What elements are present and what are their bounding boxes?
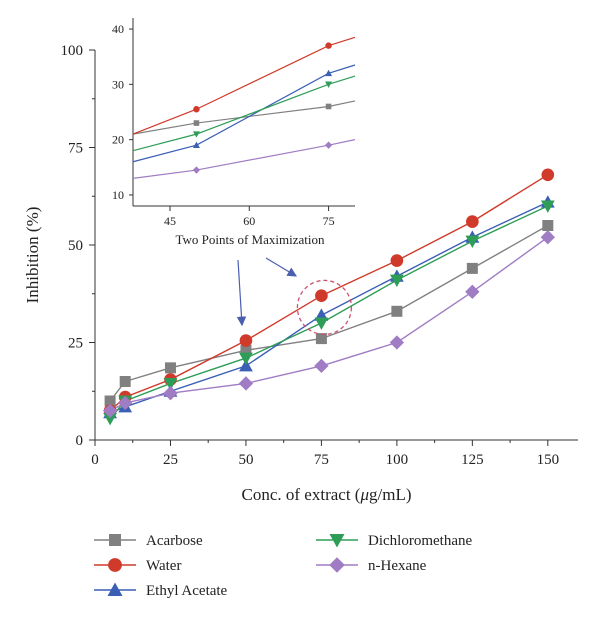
highlight-circle [296, 279, 353, 336]
arrow-to-50 [236, 259, 247, 327]
inset-title: Two Points of Maximization [176, 232, 325, 247]
x-tick-label: 50 [238, 452, 253, 468]
legend-label: Acarbose [146, 533, 203, 549]
inset-data-point-acarbose [193, 120, 200, 126]
x-tick-label: 25 [163, 452, 178, 468]
inset-series-line-dichloromethane [132, 75, 356, 152]
series-line-dichloromethane [109, 205, 549, 420]
y-tick-label: 0 [76, 433, 84, 449]
data-point-water [390, 254, 404, 267]
data-point-dichloromethane [314, 317, 329, 330]
inset-data-point-dichloromethane [325, 81, 333, 88]
y-tick-label: 50 [68, 238, 83, 254]
data-point-acarbose [119, 376, 131, 387]
data-point-n-hexane [465, 284, 480, 299]
x-axis-label: Conc. of extract (μg/mL) [242, 485, 412, 504]
y-tick-label: 100 [61, 43, 84, 59]
inset-data-point-acarbose [325, 103, 332, 110]
data-point-n-hexane [389, 335, 405, 350]
inset-series-line-n-hexane [132, 139, 356, 179]
inset-plot: 45 60 75 10 20 30 40 Two Points of Maximization [112, 18, 356, 247]
data-point-n-hexane [102, 403, 118, 418]
data-point-dichloromethane [239, 352, 253, 365]
annotation-arrows [236, 257, 298, 327]
legend-marker [329, 534, 345, 548]
inset-data-point-water [325, 42, 332, 49]
data-point-acarbose [542, 220, 554, 231]
data-point-acarbose [466, 262, 478, 274]
arrow-to-75 [265, 257, 298, 277]
data-point-n-hexane [118, 395, 133, 411]
legend-item-acarbose: Acarbose [94, 533, 203, 549]
legend-marker [109, 534, 121, 546]
legend-marker [107, 582, 123, 596]
main-plot: 0 25 50 75 100 125 150 0 25 50 75 100 Conc. of extra… [23, 43, 578, 504]
data-point-dichloromethane [163, 377, 178, 391]
inset-y-tick-label: 20 [112, 133, 124, 147]
y-tick-label: 75 [68, 141, 83, 157]
inset-x-tick-label: 60 [243, 214, 255, 228]
inset-y-tick-label: 10 [112, 188, 124, 202]
inset-data-point-dichloromethane [192, 131, 200, 138]
data-point-n-hexane [314, 358, 329, 374]
x-tick-label: 0 [91, 452, 99, 468]
data-point-ethyl-acetate [239, 359, 253, 372]
x-tick-label: 150 [537, 452, 560, 468]
inset-y-tick-label: 30 [112, 77, 124, 91]
legend-label: Dichloromethane [368, 533, 472, 549]
data-point-dichloromethane [103, 413, 117, 426]
inset-x-tick-label: 45 [164, 214, 176, 228]
legend-marker [329, 557, 345, 573]
x-tick-label: 100 [386, 452, 409, 468]
series-line-n-hexane [109, 236, 549, 412]
legend-item-dichloromethane: Dichloromethane [316, 533, 472, 549]
legend-item-n-hexane: n-Hexane [316, 557, 427, 574]
inset-data-point-ethyl-acetate [325, 69, 333, 77]
data-point-n-hexane [163, 386, 178, 401]
inset-data-point-water [193, 106, 200, 113]
inset-series-line-acarbose [132, 100, 356, 135]
data-point-acarbose [104, 395, 116, 407]
inset-data-point-n-hexane [324, 141, 333, 149]
data-point-acarbose [315, 333, 327, 345]
data-point-dichloromethane [540, 200, 555, 213]
y-tick-label: 25 [68, 336, 83, 352]
data-point-acarbose [240, 344, 252, 356]
legend-item-water: Water [94, 558, 181, 574]
data-point-acarbose [391, 305, 403, 317]
x-tick-label: 75 [314, 452, 329, 468]
series-line-acarbose [109, 224, 549, 402]
legend-marker [108, 558, 122, 572]
data-point-water [541, 168, 555, 182]
data-point-water [239, 334, 253, 347]
data-point-n-hexane [540, 230, 555, 245]
data-point-dichloromethane [465, 235, 480, 248]
data-point-dichloromethane [390, 274, 404, 287]
data-point-n-hexane [238, 376, 254, 391]
legend-label: Ethyl Acetate [146, 583, 228, 599]
inset-data-point-ethyl-acetate [192, 141, 200, 148]
data-point-water [466, 215, 479, 228]
inset-x-tick-label: 75 [323, 214, 335, 228]
x-tick-label: 125 [461, 452, 484, 468]
inset-y-tick-label: 40 [112, 22, 124, 36]
y-axis-label: Inhibition (%) [23, 207, 42, 304]
legend-label: Water [146, 558, 181, 574]
data-point-acarbose [164, 362, 176, 374]
legend-label: n-Hexane [368, 558, 427, 574]
legend: Acarbose Water Ethyl Acetate Dichloromethan… [94, 533, 472, 599]
inset-background [133, 18, 355, 206]
data-point-water [315, 289, 328, 303]
legend-item-ethyl-acetate: Ethyl Acetate [94, 582, 228, 599]
inset-data-point-n-hexane [192, 166, 201, 174]
series-line-water [109, 174, 549, 412]
inset-series-line-water [132, 36, 356, 135]
